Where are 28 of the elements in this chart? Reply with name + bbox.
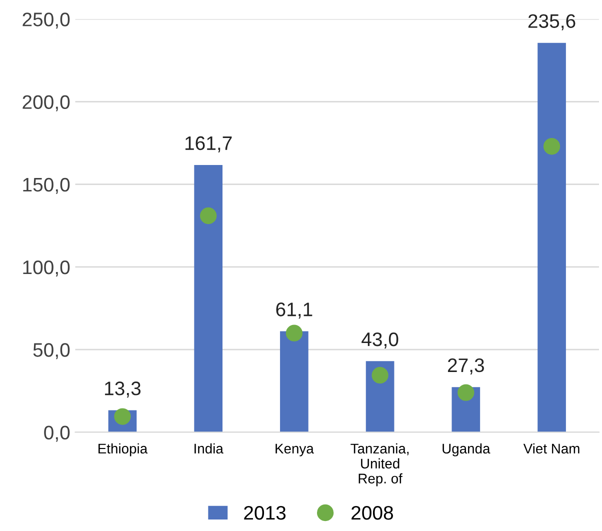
bar [194, 165, 222, 432]
x-tick-label: Uganda [442, 443, 490, 456]
y-tick-label: 150,0 [23, 178, 70, 194]
data-label: 27,3 [448, 358, 484, 374]
x-tick-label: Tanzania, United Rep. of [350, 443, 409, 486]
data-label: 13,3 [105, 382, 141, 398]
point [372, 366, 388, 384]
y-tick-label: 200,0 [22, 95, 70, 112]
point [200, 207, 217, 224]
y-tick-label: 250,0 [22, 12, 70, 29]
y-tick-label: 0,0 [44, 426, 70, 442]
point [543, 138, 560, 155]
point [458, 384, 474, 401]
legend-label: 2008 [352, 506, 393, 520]
bar [280, 331, 308, 432]
bar [538, 42, 566, 432]
data-label: 161,7 [185, 136, 232, 152]
point [286, 324, 303, 342]
data-label: 235,6 [528, 14, 576, 30]
y-tick-label: 100,0 [23, 260, 70, 277]
legend-label: 2013 [244, 506, 286, 520]
x-tick-label: Ethiopia [98, 443, 148, 456]
data-label: 61,1 [276, 302, 312, 319]
x-tick-label: India [194, 443, 224, 454]
data-label: 43,0 [362, 332, 398, 349]
y-tick-label: 50,0 [33, 343, 70, 360]
x-tick-label: Viet Nam [523, 443, 580, 454]
x-tick-label: Kenya [276, 444, 314, 456]
